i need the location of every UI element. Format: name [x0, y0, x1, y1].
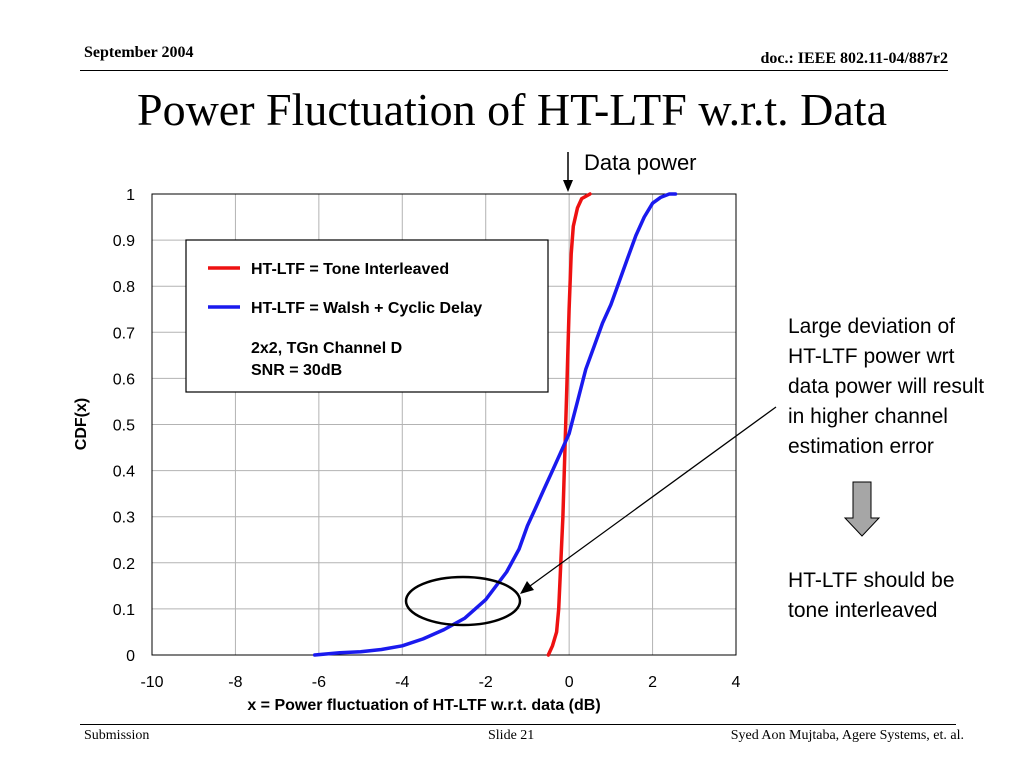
deviation-note-line: HT-LTF power wrt [788, 345, 955, 368]
header-date: September 2004 [84, 44, 194, 61]
x-axis-title: x = Power fluctuation of HT-LTF w.r.t. d… [247, 697, 600, 714]
conclusion-note-line: tone interleaved [788, 599, 938, 622]
y-tick-label: 1 [126, 187, 135, 204]
deviation-note-line: Large deviation of [788, 315, 955, 338]
pointer-arrow-head [520, 581, 534, 594]
pointer-line [529, 406, 777, 587]
legend-label-walsh-cyclic: HT-LTF = Walsh + Cyclic Delay [251, 300, 482, 317]
legend-label-tone-interleaved: HT-LTF = Tone Interleaved [251, 261, 449, 278]
plot-frame [151, 193, 737, 656]
y-tick-label: 0.9 [113, 233, 135, 250]
legend-note-config: 2x2, TGn Channel D [251, 340, 402, 357]
deviation-note-line: estimation error [788, 435, 934, 458]
deviation-note-line: data power will result [788, 375, 985, 398]
y-tick-label: 0.8 [113, 279, 135, 296]
y-tick-label: 0.6 [113, 371, 135, 388]
deviation-note-line: in higher channel [788, 405, 948, 428]
slide-title: Power Fluctuation of HT-LTF w.r.t. Data [137, 84, 887, 135]
y-tick-label: 0.2 [113, 556, 135, 573]
y-tick-label: 0.4 [113, 464, 135, 481]
footer-slide-number: Slide 21 [488, 728, 535, 743]
footer-submission: Submission [84, 728, 150, 743]
conclusion-note: HT-LTF should be tone interleaved [788, 566, 1018, 626]
x-tick-label: 0 [565, 674, 574, 691]
series-line-walsh-cyclic [312, 192, 678, 657]
down-arrow-icon [843, 481, 881, 537]
footer-rule [80, 724, 956, 725]
y-tick-label: 0.7 [113, 325, 135, 342]
y-tick-label: 0.3 [113, 510, 135, 527]
footer-author: Syed Aon Mujtaba, Agere Systems, et. al. [730, 728, 964, 743]
x-tick-label: -10 [140, 674, 163, 691]
conclusion-note-line: HT-LTF should be [788, 569, 955, 592]
x-tick-label: 2 [648, 674, 657, 691]
legend: HT-LTF = Tone Interleaved HT-LTF = Walsh… [185, 239, 549, 393]
x-tick-label: -6 [312, 674, 326, 691]
data-power-arrow-head [563, 180, 573, 192]
y-tick-label: 0.1 [113, 602, 135, 619]
tick-labels: -10 -8 -6 -4 -2 0 2 4 0 0.1 0.2 0.3 0.4 0.5 0.6 0.7 0.8 0… [113, 187, 741, 691]
deviation-note: Large deviation of HT-LTF power wrt data… [788, 312, 1018, 462]
x-tick-label: -2 [479, 674, 493, 691]
y-tick-label: 0 [126, 648, 135, 665]
x-tick-label: 4 [732, 674, 741, 691]
highlight-ellipse [404, 575, 522, 627]
header-doc-id: doc.: IEEE 802.11-04/887r2 [760, 50, 948, 67]
x-tick-label: -4 [395, 674, 409, 691]
header-rule [80, 70, 948, 71]
legend-note-snr: SNR = 30dB [251, 362, 342, 379]
data-power-label: Data power [584, 150, 697, 175]
series-layer [312, 192, 678, 657]
y-axis-title: CDF(x) [73, 398, 90, 450]
series-line-tone-interleaved [546, 192, 592, 657]
x-tick-label: -8 [228, 674, 242, 691]
y-tick-label: 0.5 [113, 418, 135, 435]
legend-box [185, 239, 549, 393]
